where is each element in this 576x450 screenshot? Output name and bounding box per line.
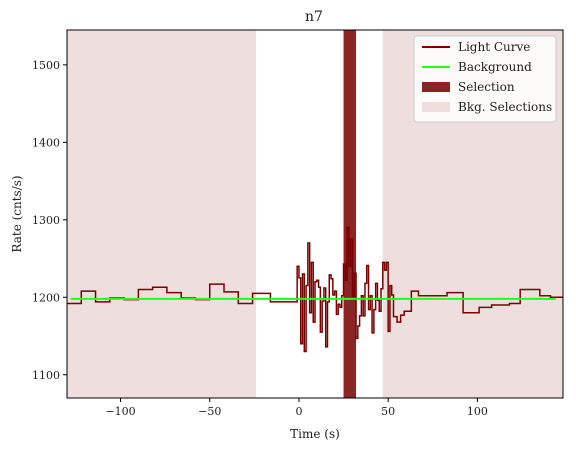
y-tick-label: 1400 <box>32 136 60 149</box>
x-tick-label: 100 <box>467 405 488 418</box>
y-tick-label: 1200 <box>32 291 60 304</box>
y-tick-label: 1500 <box>32 59 60 72</box>
legend-swatch <box>422 102 450 112</box>
x-tick-label: 50 <box>381 405 395 418</box>
y-axis-label: Rate (cnts/s) <box>10 175 24 252</box>
legend-swatch <box>422 82 450 92</box>
plot-frame <box>66 29 564 399</box>
x-tick-label: −100 <box>105 405 135 418</box>
x-axis-label: Time (s) <box>290 427 340 441</box>
selection-region <box>343 30 357 398</box>
light-curve-series <box>67 226 563 353</box>
legend-label: Selection <box>458 80 515 94</box>
legend-label: Bkg. Selections <box>458 100 552 114</box>
bkg-selection-region-0 <box>67 30 257 398</box>
legend-box <box>413 35 557 123</box>
x-tick-label: 0 <box>295 405 302 418</box>
chart-title: n7 <box>305 9 323 25</box>
y-tick-label: 1300 <box>32 214 60 227</box>
y-tick-label: 1100 <box>32 369 60 382</box>
axis-ticks: −100 −50 0 50 100 1100 1200 1300 1400 1500 <box>32 59 488 418</box>
legend-label: Light Curve <box>458 40 530 54</box>
legend-label: Background <box>458 60 532 74</box>
legend: Light Curve Background Selection Bkg. Selec… <box>413 35 557 123</box>
x-tick-label: −50 <box>198 405 221 418</box>
